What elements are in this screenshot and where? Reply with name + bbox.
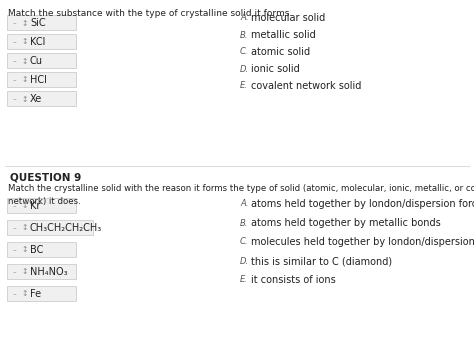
- FancyBboxPatch shape: [8, 221, 93, 236]
- Text: metallic solid: metallic solid: [251, 30, 316, 40]
- Text: ↕: ↕: [21, 246, 27, 254]
- Text: NH₄NO₃: NH₄NO₃: [30, 267, 68, 277]
- Text: KCl: KCl: [30, 37, 46, 47]
- Text: Xe: Xe: [30, 94, 42, 104]
- Text: this is similar to C (diamond): this is similar to C (diamond): [251, 256, 392, 266]
- Text: –: –: [13, 203, 17, 209]
- Text: –: –: [13, 96, 17, 102]
- Text: Fe: Fe: [30, 289, 41, 299]
- Text: BC: BC: [30, 245, 44, 255]
- Text: C.: C.: [240, 237, 248, 247]
- FancyBboxPatch shape: [8, 15, 76, 30]
- Text: it consists of ions: it consists of ions: [251, 275, 336, 285]
- Text: covalent network solid: covalent network solid: [251, 81, 361, 91]
- Text: ↕: ↕: [21, 267, 27, 276]
- FancyBboxPatch shape: [8, 287, 76, 302]
- Text: –: –: [13, 247, 17, 253]
- FancyBboxPatch shape: [8, 92, 76, 106]
- Text: HCl: HCl: [30, 75, 47, 85]
- Text: atoms held together by london/dispersion forces: atoms held together by london/dispersion…: [251, 199, 474, 209]
- Text: A.: A.: [240, 199, 248, 209]
- Text: ↕: ↕: [21, 38, 27, 47]
- Text: ↕: ↕: [21, 56, 27, 66]
- FancyBboxPatch shape: [8, 73, 76, 88]
- Text: ↕: ↕: [21, 76, 27, 84]
- Text: –: –: [13, 20, 17, 26]
- Text: molecular solid: molecular solid: [251, 13, 325, 23]
- FancyBboxPatch shape: [8, 53, 76, 68]
- Text: Match the crystalline solid with the reason it forms the type of solid (atomic, : Match the crystalline solid with the rea…: [8, 184, 474, 206]
- Text: –: –: [13, 269, 17, 275]
- Text: atoms held together by metallic bonds: atoms held together by metallic bonds: [251, 218, 441, 228]
- FancyBboxPatch shape: [8, 35, 76, 50]
- Text: atomic solid: atomic solid: [251, 47, 310, 57]
- FancyBboxPatch shape: [8, 264, 76, 279]
- Text: molecules held together by london/dispersion forces: molecules held together by london/disper…: [251, 237, 474, 247]
- FancyBboxPatch shape: [8, 242, 76, 258]
- Text: ↕: ↕: [21, 224, 27, 233]
- FancyBboxPatch shape: [8, 198, 76, 213]
- Text: B.: B.: [240, 30, 248, 39]
- Text: A.: A.: [240, 13, 248, 23]
- Text: QUESTION 9: QUESTION 9: [10, 172, 81, 182]
- Text: –: –: [13, 225, 17, 231]
- Text: Cu: Cu: [30, 56, 43, 66]
- Text: ↕: ↕: [21, 289, 27, 299]
- Text: –: –: [13, 39, 17, 45]
- Text: ↕: ↕: [21, 18, 27, 27]
- Text: D.: D.: [240, 65, 249, 74]
- Text: –: –: [13, 77, 17, 83]
- Text: SiC: SiC: [30, 18, 46, 28]
- Text: E.: E.: [240, 276, 248, 285]
- Text: ↕: ↕: [21, 94, 27, 104]
- Text: Match the substance with the type of crystalline solid it forms.: Match the substance with the type of cry…: [8, 9, 292, 18]
- Text: D.: D.: [240, 256, 249, 265]
- Text: B.: B.: [240, 219, 248, 227]
- Text: C.: C.: [240, 48, 248, 56]
- Text: ionic solid: ionic solid: [251, 64, 300, 74]
- Text: –: –: [13, 58, 17, 64]
- Text: E.: E.: [240, 81, 248, 91]
- Text: ↕: ↕: [21, 201, 27, 210]
- Text: –: –: [13, 291, 17, 297]
- Text: Kr: Kr: [30, 201, 40, 211]
- Text: CH₃CH₂CH₂CH₃: CH₃CH₂CH₂CH₃: [30, 223, 102, 233]
